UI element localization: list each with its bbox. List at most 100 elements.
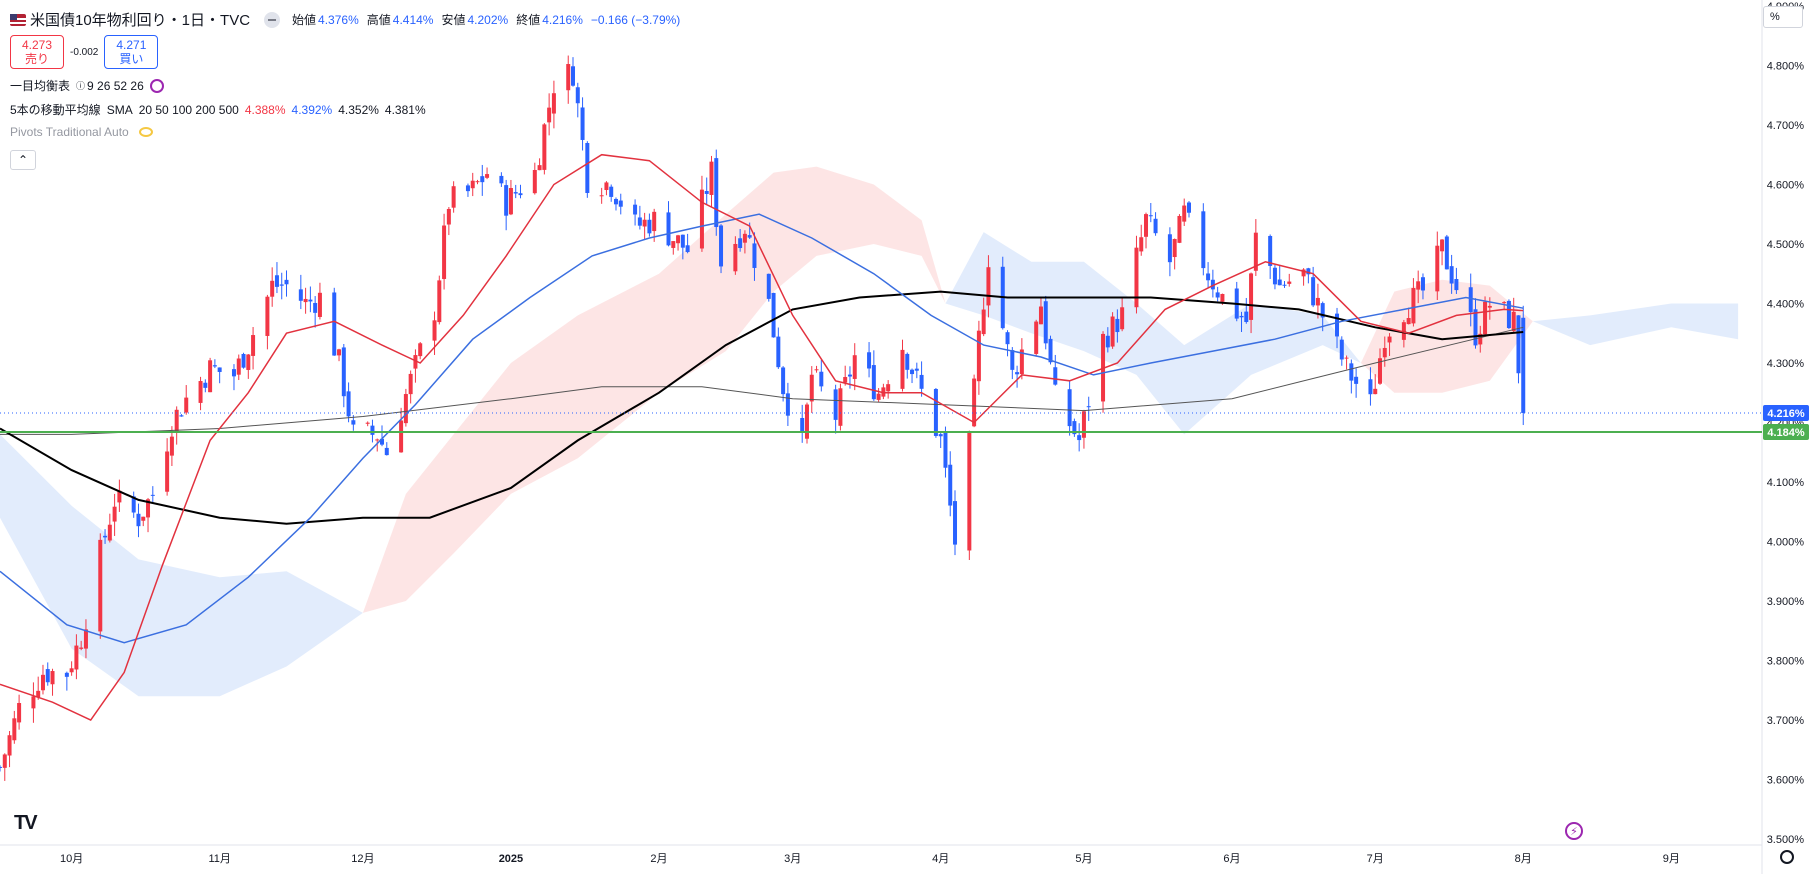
- x-tick-label: 8月: [1515, 853, 1532, 865]
- x-tick-label: 10月: [60, 853, 83, 865]
- sma50-line: [0, 213, 1524, 644]
- candle-body: [0, 766, 2, 768]
- candle-body: [1206, 273, 1211, 281]
- candle-body: [1320, 303, 1325, 318]
- candle-body: [551, 93, 556, 114]
- candle-body: [112, 506, 117, 522]
- candle-body: [1478, 333, 1483, 345]
- candle-body: [1038, 306, 1043, 325]
- candle-body: [508, 188, 513, 215]
- candle-body: [150, 494, 155, 496]
- y-tick-label: 4.500%: [1767, 239, 1805, 251]
- candle-body: [198, 381, 203, 403]
- candle-body: [542, 124, 547, 170]
- candle-body: [1048, 338, 1053, 363]
- price-axis-label: 4.184%: [1767, 427, 1805, 439]
- candle-body: [165, 451, 170, 492]
- candle-body: [1215, 292, 1220, 298]
- candle-body: [1172, 239, 1177, 258]
- candle-body: [580, 107, 585, 140]
- candle-body: [1167, 234, 1172, 263]
- candle-body: [413, 355, 418, 369]
- y-tick-label: 4.600%: [1767, 179, 1805, 191]
- candle-body: [236, 358, 241, 375]
- unit-selector[interactable]: %: [1763, 6, 1803, 28]
- candle-body: [972, 378, 977, 427]
- sell-price: 4.273: [21, 38, 53, 52]
- candle-body: [613, 198, 618, 205]
- candle-body: [1010, 350, 1015, 370]
- candle-body: [642, 219, 647, 227]
- candle-body: [1244, 311, 1249, 322]
- candle-body: [647, 219, 652, 234]
- sma-value: 4.381%: [384, 102, 426, 117]
- candle-body: [847, 374, 852, 377]
- candle-body: [146, 499, 151, 518]
- candle-body: [1086, 406, 1091, 408]
- sma-value: 4.392%: [291, 102, 333, 117]
- candle-body: [470, 180, 475, 189]
- info-icon: ⓘ: [76, 81, 86, 91]
- candle-body: [1072, 421, 1077, 435]
- buy-label: 買い: [119, 52, 144, 66]
- ichimoku-legend[interactable]: 一目均衡表 ⓘ 9 26 52 26: [10, 77, 164, 94]
- candle-body: [212, 365, 217, 367]
- x-tick-label: 11月: [208, 853, 230, 865]
- sma-legend[interactable]: 5本の移動平均線 SMA 20 50 100 200 500 4.388% 4.3…: [10, 101, 432, 118]
- candle-body: [1182, 205, 1187, 222]
- candle-body: [1368, 379, 1373, 395]
- collapse-legend-button[interactable]: ⌃: [10, 150, 36, 170]
- pivots-legend[interactable]: Pivots Traditional Auto: [10, 125, 153, 139]
- candle-body: [886, 384, 891, 392]
- candle-body: [781, 367, 786, 395]
- candle-body: [1139, 237, 1144, 252]
- sync-icon[interactable]: [149, 78, 164, 93]
- symbol-title[interactable]: 米国債10年物利回り・1日・TVC: [30, 12, 251, 29]
- x-tick-label: 4月: [932, 853, 949, 865]
- candle-body: [933, 389, 938, 436]
- sell-button[interactable]: 4.273 売り: [10, 35, 64, 69]
- candle-body: [699, 189, 704, 249]
- lightning-icon[interactable]: ⚡: [1565, 822, 1583, 840]
- candle-body: [1144, 214, 1149, 237]
- hidden-eye-icon[interactable]: [138, 127, 153, 137]
- candle-body: [1105, 335, 1110, 348]
- buy-button[interactable]: 4.271 買い: [104, 35, 159, 69]
- candle-body: [1134, 247, 1139, 308]
- candle-body: [136, 513, 141, 527]
- candle-body: [1067, 389, 1072, 427]
- candle-body: [346, 391, 351, 417]
- candle-body: [814, 369, 819, 371]
- candle-body: [1487, 305, 1492, 308]
- candle-body: [1339, 339, 1344, 360]
- candle-body: [1311, 277, 1316, 306]
- candle-body: [800, 418, 805, 433]
- candle-body: [1502, 302, 1507, 304]
- candle-body: [303, 298, 308, 303]
- candle-body: [1387, 336, 1392, 343]
- candle-body: [666, 212, 671, 246]
- more-options-button[interactable]: [264, 11, 281, 28]
- candle-body: [1053, 367, 1058, 385]
- candle-body: [585, 143, 590, 193]
- y-tick-label: 4.100%: [1767, 477, 1805, 489]
- candle-body: [107, 524, 112, 541]
- candle-body: [1210, 279, 1215, 290]
- candle-body: [680, 234, 685, 248]
- candle-body: [618, 200, 623, 207]
- candle-body: [981, 309, 986, 335]
- candle-body: [499, 175, 504, 184]
- candle-body: [1473, 309, 1478, 346]
- candle-body: [742, 233, 747, 243]
- candle-body: [532, 169, 537, 194]
- candle-body: [1468, 287, 1473, 313]
- candle-body: [98, 539, 103, 632]
- candle-body: [599, 195, 604, 197]
- candle-body: [1186, 202, 1191, 213]
- candle-body: [1435, 245, 1440, 292]
- candle-body: [12, 718, 17, 741]
- sma-periods: 20 50 100 200 500: [138, 102, 239, 117]
- settings-gear-icon[interactable]: [1780, 850, 1794, 864]
- candle-body: [1377, 358, 1382, 384]
